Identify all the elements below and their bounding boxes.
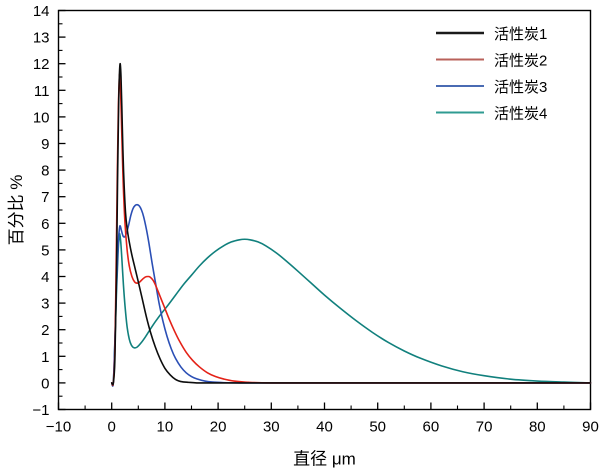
x-axis-title: 直径 μm [293, 450, 356, 469]
y-tick-label: 11 [34, 83, 50, 100]
y-tick-label: 8 [41, 163, 49, 180]
y-tick-label: 14 [33, 3, 50, 20]
y-tick-label: 9 [41, 136, 49, 153]
y-tick-label: −1 [32, 402, 49, 419]
y-tick-label: 1 [41, 349, 49, 366]
axis-labels-layer: −10 0 10 20 30 40 50 60 70 80 90−10123456789101112… [7, 3, 599, 469]
y-tick-label: 13 [33, 30, 50, 47]
y-tick-label: 3 [41, 296, 49, 313]
series-line-4 [110, 232, 592, 387]
x-tick-label: 40 [316, 419, 333, 436]
x-tick-label: 90 [582, 419, 599, 436]
y-tick-label: 12 [33, 56, 50, 73]
y-tick-label: 7 [41, 189, 49, 206]
series-line-1 [110, 62, 592, 386]
axes-layer [57, 9, 592, 411]
y-axis-title: 百分比 % [7, 175, 26, 246]
x-tick-label: 20 [210, 419, 227, 436]
legend: 活性炭1 活性炭2 活性炭3 活性炭4 [436, 26, 547, 123]
x-tick-label: 50 [369, 419, 386, 436]
legend-label-4: 活性炭4 [494, 106, 547, 123]
y-tick-label: 5 [41, 242, 49, 259]
y-tick-label: 4 [41, 269, 49, 286]
y-tick-label: 2 [41, 322, 49, 339]
curves-layer [110, 62, 592, 387]
legend-label-2: 活性炭2 [494, 53, 547, 70]
y-tick-label: 0 [41, 375, 49, 392]
x-tick-label: 30 [263, 419, 280, 436]
legend-label-3: 活性炭3 [494, 79, 547, 96]
y-tick-label: 10 [33, 109, 50, 126]
x-tick-label: 10 [157, 419, 174, 436]
x-tick-label: −10 [46, 419, 71, 436]
x-tick-label: 60 [423, 419, 440, 436]
legend-label-1: 活性炭1 [494, 26, 547, 43]
y-tick-label: 6 [41, 216, 49, 233]
x-tick-label: 80 [529, 419, 546, 436]
x-tick-label: 0 [108, 419, 116, 436]
x-tick-label: 70 [476, 419, 493, 436]
